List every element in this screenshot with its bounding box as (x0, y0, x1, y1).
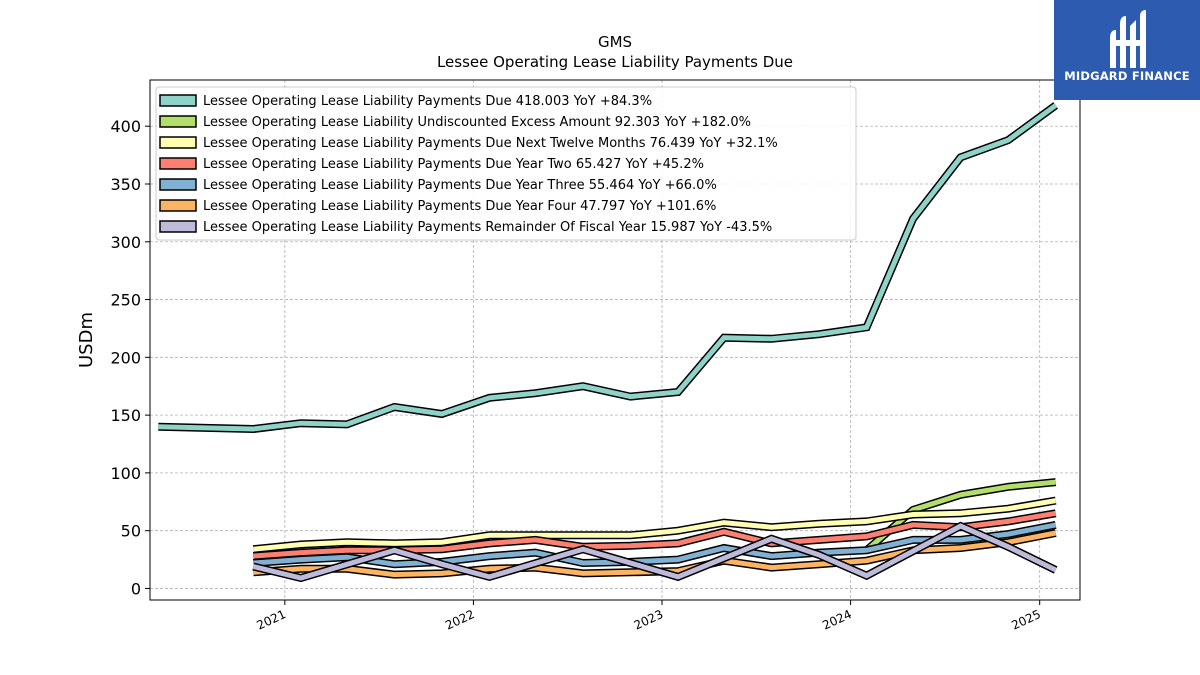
legend-swatch (159, 94, 197, 107)
series-line (158, 103, 1058, 432)
y-tick-label: 50 (121, 522, 141, 541)
y-tick-label: 400 (110, 117, 141, 136)
chart-subtitle: Lessee Operating Lease Liability Payment… (437, 53, 793, 71)
legend-swatch (159, 136, 197, 149)
legend-swatch (159, 115, 197, 128)
chart-title: GMS (598, 33, 632, 51)
legend-label: Lessee Operating Lease Liability Payment… (203, 136, 778, 151)
y-tick-label: 150 (110, 406, 141, 425)
series-line (253, 498, 1057, 552)
y-tick-label: 300 (110, 233, 141, 252)
legend-label: Lessee Operating Lease Liability Payment… (203, 199, 716, 214)
x-tick-label: 2025 (1009, 607, 1043, 633)
y-tick-label: 350 (110, 175, 141, 194)
legend-label: Lessee Operating Lease Liability Payment… (203, 178, 717, 193)
y-tick-label: 100 (110, 464, 141, 483)
y-tick-label: 200 (110, 348, 141, 367)
legend-label: Lessee Operating Lease Liability Payment… (203, 220, 772, 235)
logo-text: MIDGARD FINANCE (1064, 69, 1190, 83)
legend-swatch (159, 220, 197, 233)
x-tick-label: 2022 (443, 607, 477, 633)
logo-mark-icon (1110, 10, 1146, 68)
legend-swatch (159, 157, 197, 170)
y-tick-label: 250 (110, 291, 141, 310)
series-lines (158, 102, 1059, 583)
legend-box (155, 86, 857, 241)
x-tick-label: 2023 (632, 607, 666, 633)
series-line (864, 479, 1056, 553)
legend-label: Lessee Operating Lease Liability Undisco… (203, 115, 751, 130)
x-tick-label: 2021 (255, 607, 289, 633)
legend: Lessee Operating Lease Liability Payment… (155, 86, 857, 241)
brand-logo: MIDGARD FINANCE (1054, 0, 1200, 100)
legend-swatch (159, 199, 197, 212)
legend-label: Lessee Operating Lease Liability Payment… (203, 94, 652, 109)
y-axis-ticks: 0 50 100 150 200 250 300 350 400 (110, 117, 150, 598)
legend-label: Lessee Operating Lease Liability Payment… (203, 157, 704, 172)
series-line (252, 523, 1057, 581)
y-tick-label: 0 (131, 579, 141, 598)
series-line (253, 522, 1057, 567)
plot-frame (149, 79, 1081, 601)
x-tick-label: 2024 (820, 607, 854, 633)
legend-swatch (159, 178, 197, 191)
y-axis-label: USDm (76, 312, 97, 368)
x-axis-ticks: 2021 2022 2023 2024 2025 (255, 600, 1043, 633)
